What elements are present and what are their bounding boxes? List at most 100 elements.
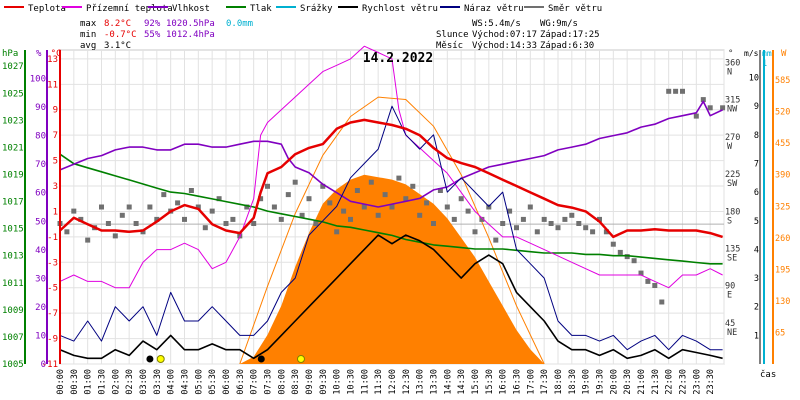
wind-tick-label: 7 bbox=[754, 159, 759, 169]
pressure-tick-label: 1013 bbox=[2, 252, 24, 262]
wind-dir-point bbox=[666, 88, 672, 94]
wind-dir-point bbox=[610, 241, 616, 247]
wind-dir-point bbox=[479, 216, 485, 222]
wind-dir-point bbox=[368, 179, 374, 185]
stat-label: max bbox=[80, 19, 97, 29]
wind-dir-point bbox=[154, 216, 160, 222]
wind-dir-point bbox=[375, 212, 381, 218]
x-tick-label: 01:00 bbox=[84, 369, 94, 395]
wind-dir-point bbox=[645, 278, 651, 284]
wind-dir-point bbox=[707, 105, 713, 111]
solar-tick-label: 130 bbox=[775, 297, 790, 307]
solar-tick-label: 390 bbox=[775, 171, 790, 181]
x-tick-label: 05:00 bbox=[194, 369, 204, 395]
humidity-tick-label: 30 bbox=[35, 274, 46, 284]
wind-dir-point bbox=[320, 183, 326, 189]
direction-cardinal-label: NE bbox=[727, 328, 737, 338]
humidity-unit: % bbox=[36, 49, 42, 59]
x-tick-label: 20:30 bbox=[623, 369, 633, 395]
legend-label: Náraz větru bbox=[464, 4, 524, 14]
humidity-tick-label: 20 bbox=[35, 303, 46, 313]
wind-dir-point bbox=[673, 88, 679, 94]
stat-min-press: 1012.4hPa bbox=[166, 30, 215, 40]
wind-dir-point bbox=[271, 204, 277, 210]
solar-tick-label: 325 bbox=[775, 202, 790, 212]
temperature-tick-label: -3 bbox=[47, 258, 58, 268]
wind-dir-point bbox=[244, 204, 250, 210]
wind-dir-point bbox=[638, 270, 644, 276]
wind-dir-point bbox=[700, 97, 706, 103]
x-tick-label: 23:00 bbox=[692, 369, 702, 395]
stat-min-temp: -0.7°C bbox=[104, 30, 137, 40]
x-tick-label: 00:00 bbox=[56, 369, 66, 395]
x-tick-label: 21:00 bbox=[637, 369, 647, 395]
wind-dir-point bbox=[576, 221, 582, 226]
wind-tick-label: 9 bbox=[754, 102, 759, 112]
direction-tick-label: 135 bbox=[725, 244, 740, 254]
x-tick-label: 05:30 bbox=[208, 369, 218, 395]
temperature-tick-label: -9 bbox=[47, 335, 58, 345]
humidity-line bbox=[59, 100, 723, 208]
wind-dir-point bbox=[507, 208, 513, 214]
x-tick-label: 02:00 bbox=[111, 369, 121, 395]
x-tick-label: 04:30 bbox=[181, 369, 191, 395]
wind-dir-point bbox=[292, 179, 298, 185]
wind-dir-point bbox=[334, 229, 340, 235]
moonset-info: Západ:6:30 bbox=[540, 41, 594, 51]
wind-dir-point bbox=[327, 200, 333, 206]
wind-dir-point bbox=[133, 221, 139, 226]
wind-dir-point bbox=[182, 216, 187, 222]
wind-tick-label: 6 bbox=[754, 188, 759, 198]
wind-dir-point bbox=[223, 221, 229, 226]
wind-dir-point bbox=[652, 283, 658, 288]
wind-dir-point bbox=[680, 88, 685, 94]
rain-unit: mm bbox=[762, 49, 772, 58]
stat-avg-temp: 3.1°C bbox=[104, 41, 131, 51]
x-tick-label: 16:30 bbox=[513, 369, 523, 395]
temperature-line bbox=[59, 118, 723, 239]
wind-dir-point bbox=[631, 258, 637, 264]
wind-dir-point bbox=[583, 225, 589, 231]
x-tick-label: 20:00 bbox=[609, 369, 619, 395]
solar-tick-label: 520 bbox=[775, 108, 790, 118]
wind-dir-point bbox=[396, 175, 402, 181]
solar-area bbox=[60, 174, 723, 364]
x-tick-label: 04:00 bbox=[167, 369, 177, 395]
temperature-tick-label: -1 bbox=[47, 233, 58, 243]
x-tick-label: 17:30 bbox=[540, 369, 550, 395]
stat-max-rain: 0.0mm bbox=[226, 19, 253, 29]
wind-dir-point bbox=[458, 196, 464, 202]
pressure-unit: hPa bbox=[2, 49, 18, 59]
wind-dir-point bbox=[354, 188, 360, 193]
solar-tick-label: 260 bbox=[775, 234, 790, 244]
wind-dir-point bbox=[278, 216, 284, 222]
moonrise-info: Východ:14:33 bbox=[472, 41, 537, 51]
x-tick-label: 13:30 bbox=[430, 369, 440, 395]
wind-tick-label: 2 bbox=[754, 303, 759, 313]
wind-dir-point bbox=[230, 216, 236, 222]
pressure-tick-label: 1005 bbox=[2, 360, 24, 370]
x-tick-label: 02:30 bbox=[125, 369, 135, 395]
x-tick-label: 03:30 bbox=[153, 369, 163, 395]
humidity-tick-label: 60 bbox=[35, 189, 46, 199]
direction-tick-label: 45 bbox=[725, 319, 735, 329]
pressure-tick-label: 1015 bbox=[2, 225, 24, 235]
sunset-marker bbox=[296, 355, 305, 363]
wind-dir-point bbox=[251, 221, 257, 226]
wind-gust-line bbox=[59, 105, 723, 351]
wind-dir-point bbox=[209, 208, 215, 214]
x-tick-label: 08:30 bbox=[291, 369, 301, 395]
wind-dir-point bbox=[99, 204, 104, 210]
x-tick-label: 12:00 bbox=[388, 369, 398, 395]
temperature-tick-label: -7 bbox=[47, 309, 58, 319]
wind-dir-point bbox=[64, 229, 70, 235]
wind-dir-point bbox=[514, 225, 519, 231]
pressure-tick-label: 1019 bbox=[2, 171, 24, 181]
direction-tick-label: 270 bbox=[725, 133, 740, 143]
x-tick-label: 21:30 bbox=[651, 369, 661, 395]
wind-dir-point bbox=[389, 204, 395, 210]
pressure-tick-label: 1025 bbox=[2, 89, 24, 99]
solar-tick-label: 585 bbox=[775, 76, 790, 86]
x-tick-label: 07:30 bbox=[264, 369, 274, 395]
